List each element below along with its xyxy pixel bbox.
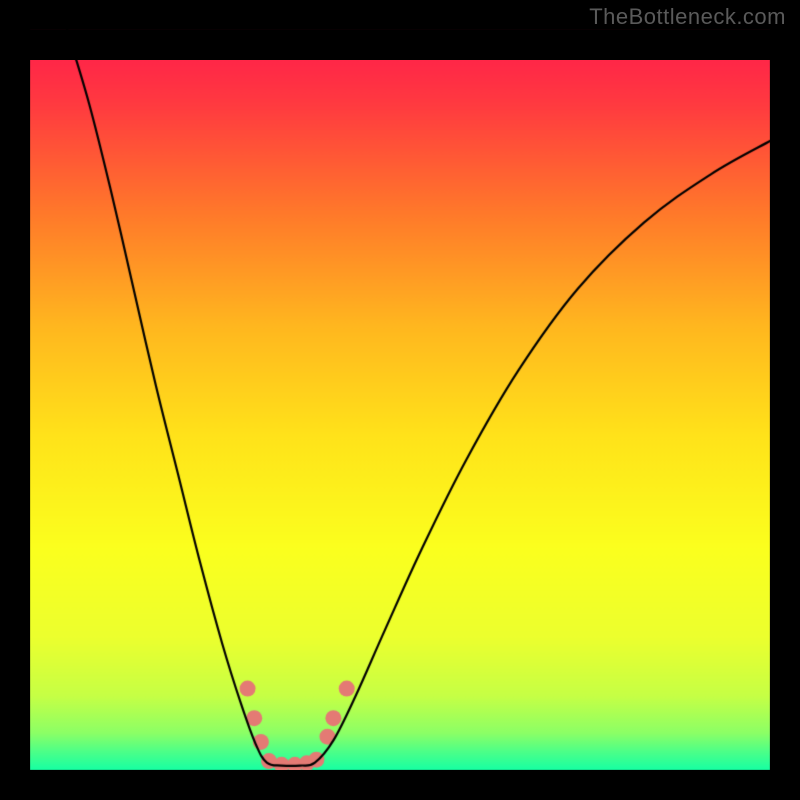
- bottleneck-curve: [0, 0, 800, 800]
- chart-root: TheBottleneck.com: [0, 0, 800, 800]
